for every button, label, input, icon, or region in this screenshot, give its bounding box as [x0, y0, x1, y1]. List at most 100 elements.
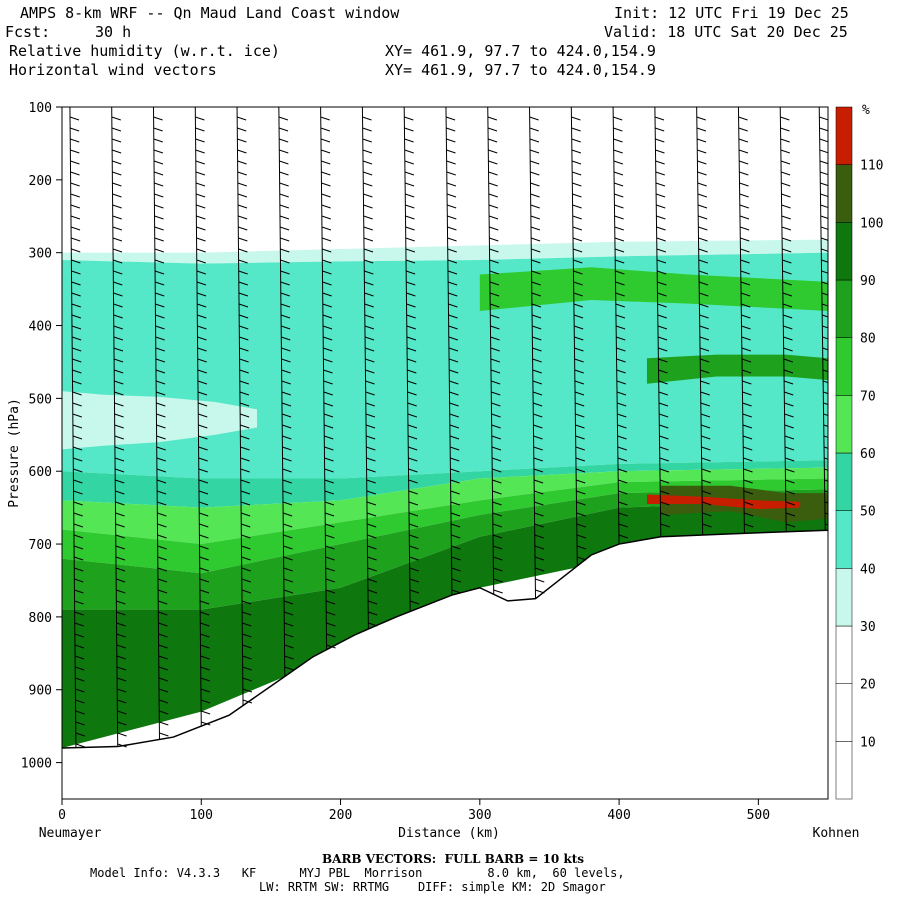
- colorbar: 10 20 30 40 50 60 70 80 90 100 110: [835, 106, 883, 800]
- wind-barb-771: [739, 204, 749, 209]
- wind-barb-694: [655, 193, 666, 198]
- wind-barb-265: [240, 512, 251, 517]
- wind-barb-244: [238, 281, 248, 286]
- wind-barb-172: [159, 732, 169, 737]
- wind-barb-118: [153, 138, 163, 143]
- wind-barb-789: [742, 402, 752, 407]
- wind-barb-404: [365, 347, 375, 352]
- wind-barb-26: [72, 402, 82, 407]
- wind-barb-369: [324, 501, 335, 506]
- wind-barb-262: [240, 479, 250, 484]
- wind-barb-659: [614, 237, 625, 242]
- wind-barb-159: [157, 589, 168, 594]
- wind-barb-799: [743, 512, 754, 517]
- wind-barb-222: [200, 655, 210, 660]
- colorbar-swatch-6: [835, 395, 853, 454]
- wind-barb-12: [71, 248, 81, 253]
- wind-barb-374: [325, 556, 335, 561]
- wind-barb-66: [112, 204, 122, 209]
- wind-barb-192: [197, 325, 207, 330]
- wind-barb-121: [153, 171, 164, 176]
- wind-barb-482: [446, 193, 457, 198]
- colorbar-swatch-2: [835, 625, 853, 684]
- wind-barb-368: [324, 490, 335, 495]
- wind-barb-791: [742, 424, 753, 429]
- wind-barb-70: [112, 248, 123, 253]
- wind-barb-758: [701, 479, 712, 484]
- colorbar-level-20: 20: [860, 678, 876, 693]
- wind-barb-812: [781, 237, 792, 242]
- wind-barb-705: [657, 314, 667, 319]
- wind-barb-570: [530, 193, 540, 198]
- wind-barb-476: [446, 127, 456, 132]
- x-tick-label-200: 200: [329, 808, 352, 823]
- field-wind-vectors: Horizontal wind vectors: [9, 61, 217, 79]
- wind-barb-92: [115, 490, 125, 495]
- wind-barb-610: [571, 149, 582, 154]
- wind-barb-805: [780, 160, 791, 165]
- wind-barb-652: [613, 160, 623, 165]
- wind-barb-19: [71, 325, 82, 330]
- wind-barb-486: [447, 237, 457, 242]
- wind-barb-848: [820, 215, 828, 219]
- wind-barb-507: [450, 468, 460, 473]
- wind-barb-851: [821, 248, 828, 252]
- wind-barb-50: [75, 666, 85, 671]
- wind-barb-241: [238, 248, 248, 253]
- wind-barb-797: [743, 490, 753, 495]
- wind-barb-202: [198, 435, 208, 440]
- wind-barb-column-11: [529, 107, 545, 599]
- wind-barb-868: [823, 435, 828, 438]
- wind-barb-90: [114, 468, 125, 473]
- wind-barb-828: [784, 413, 794, 418]
- wind-barb-409: [365, 402, 375, 407]
- wind-barb-375: [325, 567, 335, 572]
- wind-barb-781: [741, 314, 751, 319]
- humidity-layer-11: [646, 494, 801, 510]
- wind-barb-816: [782, 281, 792, 286]
- wind-barb-473: [409, 589, 420, 594]
- colorbar-swatch-8: [835, 279, 853, 338]
- wind-barb-135: [155, 325, 165, 330]
- wind-barb-270: [241, 567, 251, 572]
- wind-barb-267: [241, 534, 251, 539]
- wind-barb-273: [241, 600, 252, 605]
- wind-barb-221: [200, 644, 210, 649]
- wind-barb-719: [659, 468, 670, 473]
- wind-barb-253: [239, 380, 249, 385]
- wind-barb-271: [241, 578, 251, 583]
- wind-barb-76: [113, 314, 123, 319]
- wind-barb-547: [491, 424, 501, 429]
- wind-barb-597: [534, 490, 544, 495]
- wind-barb-635: [575, 424, 585, 429]
- wind-barb-column-7: [361, 107, 378, 630]
- wind-barb-324: [283, 567, 293, 572]
- wind-barb-187: [196, 270, 207, 275]
- colorbar-swatch-1: [835, 683, 853, 742]
- wind-barb-738: [698, 259, 708, 264]
- wind-barb-219: [200, 622, 210, 627]
- wind-barb-303: [281, 336, 291, 341]
- wind-barb-853: [821, 270, 828, 274]
- wind-barb-832: [785, 457, 795, 462]
- wind-barb-818: [782, 303, 793, 308]
- wind-barb-180: [195, 193, 206, 198]
- wind-barb-633: [575, 402, 585, 407]
- wind-barb-359: [323, 391, 333, 396]
- wind-barb-553: [492, 490, 502, 495]
- wind-barb-80: [113, 358, 124, 363]
- wind-barb-29: [72, 435, 83, 440]
- wind-barb-792: [742, 435, 753, 440]
- wind-barb-340: [321, 182, 331, 187]
- wind-barb-116: [153, 116, 163, 121]
- wind-barb-811: [781, 226, 792, 231]
- wind-barb-770: [739, 193, 749, 198]
- wind-barb-565: [529, 138, 540, 143]
- wind-barb-0: [69, 116, 80, 121]
- wind-barb-390: [363, 193, 373, 198]
- wind-barb-376: [325, 578, 335, 583]
- wind-barb-531: [489, 248, 499, 253]
- colorbar-swatch-5: [835, 452, 853, 511]
- wind-barb-332: [284, 655, 294, 660]
- wind-barb-876: [824, 523, 828, 526]
